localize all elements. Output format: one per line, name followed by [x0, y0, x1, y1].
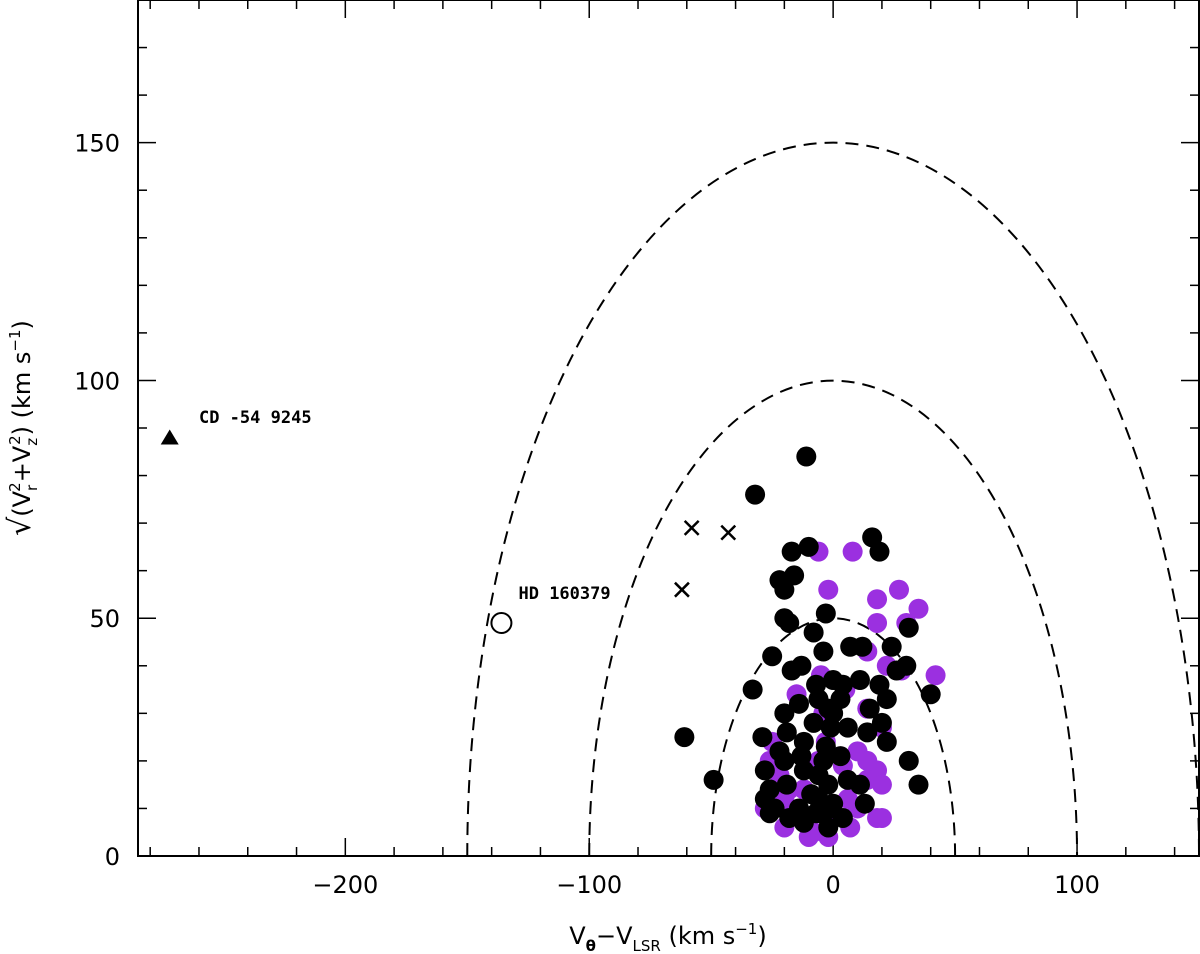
purple-filled-circles-point [842, 541, 863, 562]
black-filled-circles-point [871, 712, 892, 733]
black-filled-circles-point [776, 774, 797, 795]
reference-curve-100 [588, 379, 1079, 857]
y-tick-label: 50 [89, 605, 120, 633]
black-filled-circles-point [830, 746, 851, 767]
black-filled-circles-point [832, 807, 853, 828]
black-filled-circles-point [849, 670, 870, 691]
black-filled-circles-point [752, 727, 773, 748]
black-filled-circles-point [898, 617, 919, 638]
black-filled-circles-point [769, 741, 790, 762]
black-filled-circles-point [857, 722, 878, 743]
purple-filled-circles-point [871, 774, 892, 795]
black-filled-circles-point [869, 541, 890, 562]
black-filled-circles-point [774, 703, 795, 724]
cd-54-9245-point [160, 429, 179, 445]
black-filled-circles-point [791, 746, 812, 767]
x-axis-label: Vθ−VLSR (km s−1) [569, 920, 766, 954]
purple-filled-circles-point [925, 665, 946, 686]
black-filled-circles-point [898, 750, 919, 771]
black-filled-circles-point [781, 541, 802, 562]
purple-filled-circles-point [888, 579, 909, 600]
y-tick-label: 150 [74, 130, 120, 158]
black-filled-circles-point [908, 774, 929, 795]
black-filled-circles-point [876, 689, 897, 710]
black-filled-circles-point [774, 579, 795, 600]
black-filled-circles-point [837, 717, 858, 738]
black-filled-circles-point [779, 612, 800, 633]
black-filled-circles-point [796, 446, 817, 467]
y-axis-label: √(Vr2+Vz2) (km s−1) [3, 320, 41, 536]
black-filled-circles-point [798, 536, 819, 557]
black-filled-circles-point [803, 622, 824, 643]
black-filled-circles-point [881, 636, 902, 657]
x-tick-label: −200 [312, 871, 378, 899]
purple-filled-circles-point [867, 589, 888, 610]
black-filled-circles-point [788, 693, 809, 714]
crosses-point [674, 581, 690, 598]
black-filled-circles-point [784, 565, 805, 586]
black-filled-circles-point [759, 803, 780, 824]
crosses-point [720, 524, 737, 541]
black-filled-circles-point [674, 727, 695, 748]
black-filled-circles-point [813, 750, 834, 771]
plot-frame [137, 0, 1200, 857]
black-filled-circles-point [854, 793, 875, 814]
x-tick-label: −100 [556, 871, 622, 899]
crosses-point [683, 519, 700, 536]
black-filled-circles-point [813, 641, 834, 662]
black-filled-circles-point [703, 769, 724, 790]
reference-curve-150 [466, 141, 1200, 857]
purple-filled-circles-point [871, 807, 892, 828]
black-filled-circles-point [754, 760, 775, 781]
black-filled-circles-point [762, 646, 783, 667]
purple-filled-circles-point [867, 612, 888, 633]
black-filled-circles-point [920, 684, 941, 705]
y-tick-label: 100 [74, 367, 120, 395]
x-tick-label: 0 [825, 871, 840, 899]
black-filled-circles-point [876, 731, 897, 752]
black-filled-circles-point [849, 774, 870, 795]
black-filled-circles-point [742, 679, 763, 700]
purple-filled-circles-point [908, 598, 929, 619]
reference-curve-50 [710, 617, 957, 857]
black-filled-circles-point [788, 798, 809, 819]
annotation-label: CD -54 9245 [199, 408, 312, 428]
black-filled-circles-point [886, 660, 907, 681]
black-filled-circles-point [781, 660, 802, 681]
black-filled-circles-point [815, 603, 836, 624]
black-filled-circles-point [852, 636, 873, 657]
black-filled-circles-point [859, 698, 880, 719]
hd-160379-point [490, 611, 513, 634]
black-filled-circles-point [776, 722, 797, 743]
black-filled-circles-point [823, 703, 844, 724]
y-tick-label: 0 [105, 843, 120, 871]
annotation-label: HD 160379 [518, 584, 610, 604]
black-filled-circles-point [803, 712, 824, 733]
black-filled-circles-point [818, 774, 839, 795]
x-tick-label: 100 [1054, 871, 1100, 899]
purple-filled-circles-point [818, 579, 839, 600]
black-filled-circles-point [745, 484, 766, 505]
